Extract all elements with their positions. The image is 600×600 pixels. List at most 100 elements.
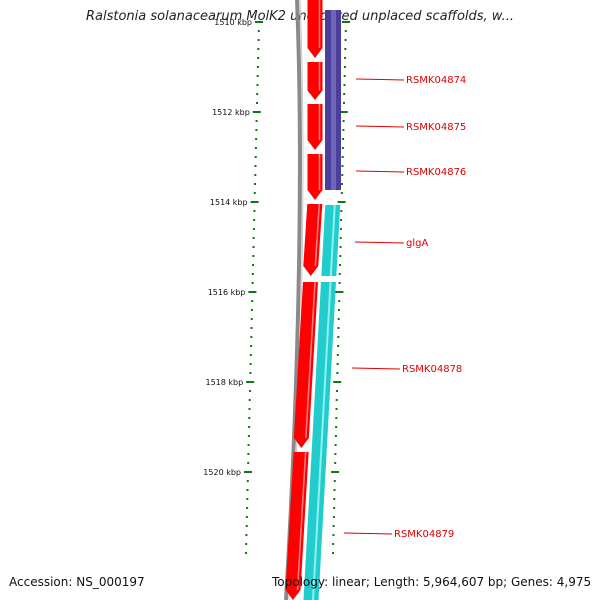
gene-label[interactable]: RSMK04878 xyxy=(402,364,462,375)
minor-tick xyxy=(246,489,249,491)
minor-tick xyxy=(340,219,343,221)
gene-block-cyan xyxy=(303,282,336,600)
minor-tick xyxy=(335,408,338,410)
minor-tick xyxy=(337,336,340,338)
major-tick xyxy=(342,21,350,23)
minor-tick xyxy=(332,516,335,518)
scale-tick-label: 1518 kbp xyxy=(205,378,243,387)
cds-track xyxy=(285,0,323,600)
minor-tick xyxy=(343,93,346,95)
minor-tick xyxy=(251,282,254,284)
accession-text: Accession: NS_000197 xyxy=(9,575,145,589)
minor-tick xyxy=(250,327,253,329)
minor-tick xyxy=(249,372,252,374)
minor-tick xyxy=(247,435,250,437)
minor-tick xyxy=(251,273,254,275)
minor-tick xyxy=(336,363,339,365)
minor-tick xyxy=(339,246,342,248)
minor-tick xyxy=(333,489,336,491)
minor-tick xyxy=(344,48,347,50)
minor-tick xyxy=(245,543,248,545)
minor-tick xyxy=(342,138,345,140)
minor-tick xyxy=(333,480,336,482)
minor-tick xyxy=(254,174,257,176)
minor-tick xyxy=(257,30,260,32)
minor-tick xyxy=(337,318,340,320)
minor-tick xyxy=(257,48,260,50)
minor-tick xyxy=(257,57,260,59)
minor-tick xyxy=(256,93,259,95)
gene-block-purple-highlight xyxy=(331,10,336,190)
gene-track xyxy=(303,10,341,600)
gene-leader-line xyxy=(355,170,405,173)
cds-arrow-highlight xyxy=(314,203,321,267)
minor-tick xyxy=(335,417,338,419)
minor-tick xyxy=(256,102,258,104)
scale-tick-label: 1512 kbp xyxy=(212,108,250,117)
minor-tick xyxy=(341,156,344,158)
minor-tick xyxy=(342,120,345,122)
minor-tick xyxy=(341,147,344,149)
minor-tick xyxy=(343,84,346,86)
minor-tick xyxy=(253,219,256,221)
gene-label[interactable]: RSMK04879 xyxy=(394,529,454,540)
minor-tick xyxy=(252,264,254,266)
minor-tick xyxy=(338,282,341,284)
minor-tick xyxy=(339,228,342,230)
minor-tick xyxy=(249,363,252,365)
minor-tick xyxy=(251,300,254,302)
minor-tick xyxy=(344,57,347,59)
minor-tick xyxy=(255,120,258,122)
minor-tick xyxy=(333,507,336,509)
minor-tick xyxy=(250,309,253,311)
minor-tick xyxy=(344,39,347,41)
minor-tick xyxy=(332,552,334,554)
gene-label[interactable]: RSMK04874 xyxy=(406,75,466,86)
minor-tick xyxy=(336,390,338,392)
minor-tick xyxy=(252,237,255,239)
major-tick xyxy=(252,111,261,113)
major-tick xyxy=(250,201,259,203)
major-tick xyxy=(248,291,257,293)
gene-block-cyan xyxy=(321,205,341,276)
minor-tick xyxy=(252,246,255,248)
minor-tick xyxy=(252,255,255,257)
major-tick xyxy=(335,291,344,293)
minor-tick xyxy=(249,390,251,392)
minor-tick xyxy=(338,273,341,275)
major-tick xyxy=(331,471,339,473)
minor-tick xyxy=(250,318,253,320)
cds-arrow-highlight xyxy=(305,281,316,439)
gene-label[interactable]: glgA xyxy=(406,238,428,249)
minor-tick xyxy=(337,345,340,347)
major-tick xyxy=(339,111,348,113)
minor-tick xyxy=(334,444,337,446)
minor-tick xyxy=(344,30,347,32)
scale-ticks-left: 1510 kbp 1512 kbp 1514 kbp 1516 kbp 1518 kbp… xyxy=(203,18,263,554)
gene-leader-line xyxy=(343,532,393,535)
minor-tick xyxy=(334,453,337,455)
minor-tick xyxy=(340,210,343,212)
scale-tick-label: 1514 kbp xyxy=(210,198,248,207)
major-tick xyxy=(244,471,252,473)
minor-tick xyxy=(257,39,260,41)
minor-tick xyxy=(247,444,250,446)
gene-label[interactable]: RSMK04875 xyxy=(406,122,466,133)
minor-tick xyxy=(339,237,342,239)
minor-tick xyxy=(250,336,253,338)
gene-leader-line xyxy=(351,367,401,370)
gene-block-cyan-highlight xyxy=(329,204,336,277)
cds-arrow xyxy=(303,204,323,276)
minor-tick xyxy=(254,156,257,158)
minor-tick xyxy=(245,552,247,554)
minor-tick xyxy=(245,525,248,527)
major-tick xyxy=(246,381,255,383)
minor-tick xyxy=(256,84,259,86)
minor-tick xyxy=(253,192,256,194)
gene-label[interactable]: RSMK04876 xyxy=(406,167,466,178)
minor-tick xyxy=(248,408,251,410)
minor-tick xyxy=(339,255,342,257)
minor-tick xyxy=(343,102,345,104)
minor-tick xyxy=(247,453,250,455)
